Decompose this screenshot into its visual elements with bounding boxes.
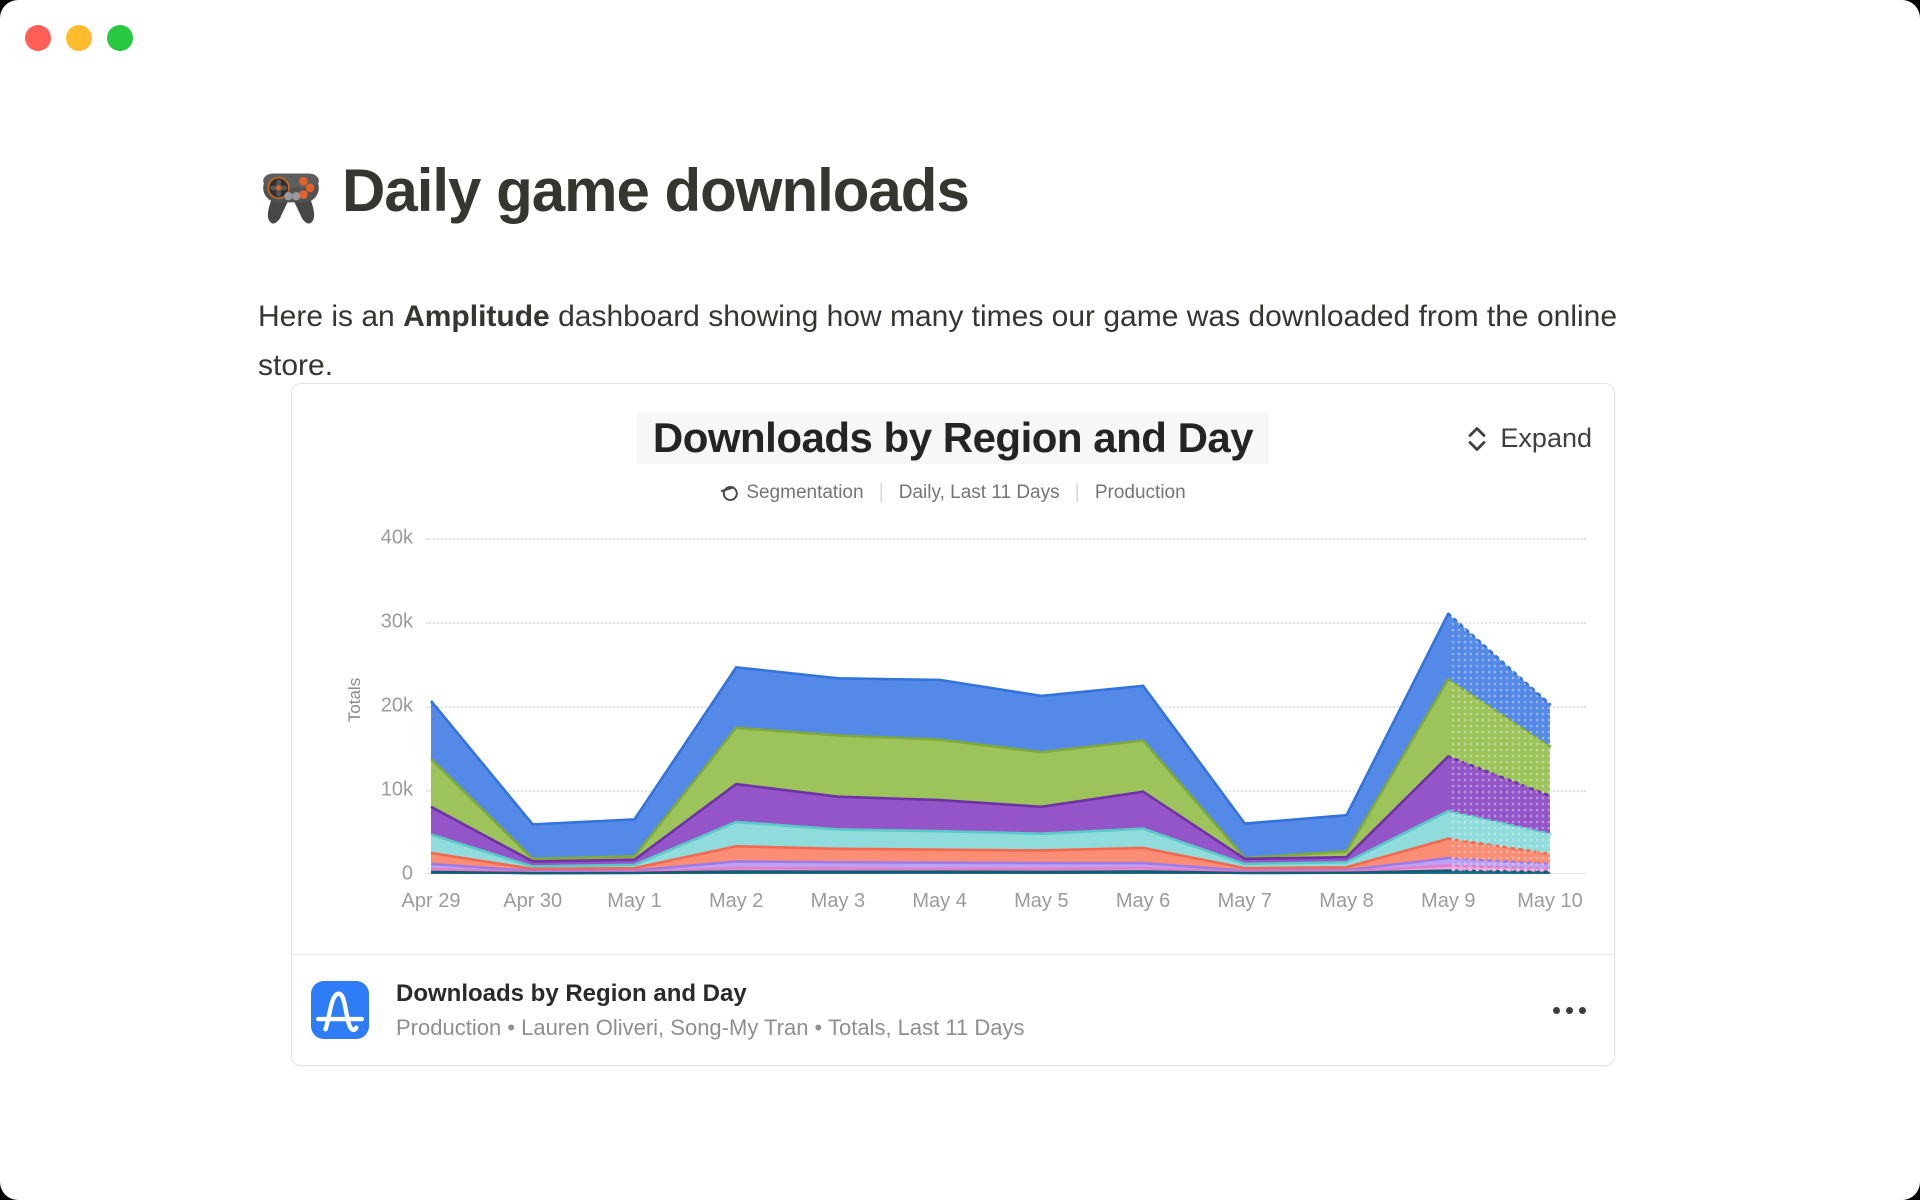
- amplitude-logo: [311, 981, 369, 1039]
- gamepad-emoji-icon: [263, 173, 319, 224]
- y-tick-40k: 40k: [380, 526, 413, 549]
- line-dark-teal: [430, 869, 1449, 875]
- meta-divider: |: [878, 481, 884, 503]
- dot: [1553, 1006, 1560, 1014]
- x-tick-may-9: May 9: [1421, 890, 1476, 912]
- footer-text: Downloads by Region and Day Production •…: [396, 980, 1024, 1041]
- line-purple: [430, 755, 1450, 863]
- unfold-chevrons-icon: [1469, 426, 1486, 451]
- intro-paragraph: Here is an Amplitude dashboard showing h…: [258, 292, 1658, 390]
- x-tick-may-10: May 10: [1517, 890, 1583, 912]
- x-tick-may-2: May 2: [708, 890, 764, 912]
- gridline-40k: [426, 538, 1586, 540]
- card-footer: Downloads by Region and Day Production •…: [292, 954, 1614, 1065]
- x-tick-apr-30: Apr 30: [503, 890, 563, 912]
- x-tick-may-7: May 7: [1217, 890, 1273, 912]
- stacked-area-chart[interactable]: 0 10k 20k 30k 40k Apr 29 Apr 30 May 1 May 2 May …: [381, 527, 1586, 912]
- close-window-button[interactable]: [25, 25, 51, 51]
- x-tick-apr-29: Apr 29: [401, 890, 461, 912]
- dot: [1566, 1006, 1573, 1014]
- line-teal: [430, 809, 1449, 868]
- y-tick-20k: 20k: [380, 694, 413, 717]
- amplitude-embed-card: Downloads by Region and Day Expand Segme…: [291, 383, 1615, 1066]
- chart-interval-label: Daily, Last 11 Days: [898, 481, 1060, 503]
- expand-button[interactable]: Expand: [1459, 422, 1598, 455]
- segmentation-icon: [720, 486, 738, 501]
- y-tick-0: 0: [401, 862, 413, 885]
- chart-areas-svg: [429, 538, 1552, 875]
- y-tick-30k: 30k: [380, 610, 413, 633]
- chart-meta-row: Segmentation | Daily, Last 11 Days | Pro…: [720, 481, 1186, 504]
- partial-data-overlay: [1448, 538, 1550, 874]
- intro-text-1: Here is an: [258, 300, 404, 333]
- expand-label: Expand: [1500, 423, 1592, 453]
- x-tick-may-5: May 5: [1014, 890, 1069, 912]
- footer-chart-subtitle: Production • Lauren Oliveri, Song-My Tra…: [396, 1014, 1025, 1040]
- line-green: [430, 678, 1450, 861]
- intro-bold-amplitude: Amplitude: [403, 300, 550, 333]
- intro-text-2: dashboard showing how many times our gam…: [258, 300, 1618, 382]
- dot: [1579, 1006, 1586, 1014]
- page-title-text: Daily game downloads: [342, 157, 970, 225]
- y-tick-10k: 10k: [380, 778, 413, 801]
- page-title: Daily game downloads: [258, 156, 970, 225]
- chart-title: Downloads by Region and Day: [636, 412, 1270, 464]
- chart-type: Segmentation: [720, 481, 864, 504]
- line-salmon: [430, 837, 1449, 871]
- x-tick-may-8: May 8: [1319, 890, 1374, 912]
- minimize-window-button[interactable]: [66, 25, 92, 51]
- chart-type-label: Segmentation: [746, 481, 864, 503]
- window-controls: [25, 25, 133, 51]
- gridline-30k: [426, 622, 1586, 624]
- zoom-window-button[interactable]: [107, 25, 133, 51]
- chart-environment-label: Production: [1094, 481, 1186, 503]
- line-blue: [429, 613, 1450, 826]
- x-tick-may-6: May 6: [1115, 890, 1171, 912]
- x-tick-may-3: May 3: [810, 890, 866, 912]
- x-tick-may-1: May 1: [607, 890, 662, 912]
- more-options-button[interactable]: [1549, 997, 1590, 1024]
- meta-divider: |: [1074, 481, 1080, 503]
- x-tick-may-4: May 4: [912, 890, 967, 912]
- footer-chart-title: Downloads by Region and Day: [396, 979, 747, 1007]
